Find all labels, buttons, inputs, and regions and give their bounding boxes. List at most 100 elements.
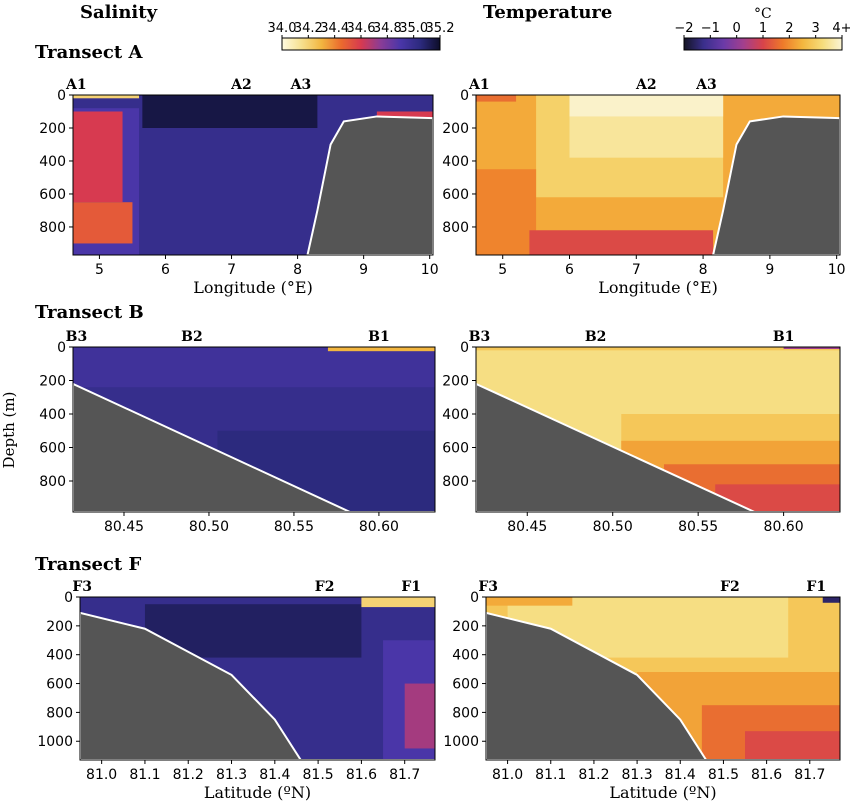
- x-tick-label: 80.55: [678, 519, 718, 535]
- y-tick-label: 400: [452, 648, 479, 664]
- panel-transect-a-temperature: 0 200 400 600 800 5 6 7 8 9 10 Longitude (°E) A1 A2 A3: [442, 77, 845, 297]
- heatmap-cell: [476, 95, 517, 102]
- y-tick-label: 600: [442, 441, 469, 457]
- y-tick-label: 0: [460, 340, 469, 356]
- colorbar-tick-label: 0: [733, 21, 741, 36]
- station-label: A1: [65, 77, 87, 93]
- y-tick-label: 200: [452, 619, 479, 635]
- station-label: B3: [66, 329, 88, 345]
- colorbar-tick-label: 34.8: [373, 21, 402, 36]
- y-tick-label: 0: [57, 340, 66, 356]
- heatmap-cell: [486, 597, 573, 606]
- x-tick-label: 80.60: [359, 519, 399, 535]
- salinity-title: Salinity: [80, 2, 158, 23]
- y-tick-label: 800: [46, 705, 73, 721]
- panel-transect-f-salinity: 0 200 400 600 800 1000 81.0 81.1 81.2 81.3 81.4 81.…: [37, 579, 436, 802]
- plot-frame: [475, 346, 841, 513]
- x-tick-label: 10: [421, 262, 439, 278]
- heatmap-cell: [783, 347, 840, 350]
- y-tick-label: 600: [442, 187, 469, 203]
- x-tick-label: 81.1: [129, 767, 160, 783]
- colorbar-gradient: [281, 37, 441, 51]
- station-label: A3: [290, 77, 312, 93]
- x-tick-label: 9: [359, 262, 368, 278]
- x-tick-label: 81.3: [216, 767, 247, 783]
- station-label: F2: [720, 579, 740, 595]
- station-label: A3: [695, 77, 717, 93]
- heatmap-area: [73, 95, 433, 255]
- colorbar-tick-label: 35.2: [426, 21, 455, 36]
- station-label: A1: [468, 77, 490, 93]
- panel-transect-a-salinity: 0 200 400 600 800 5 6 7 8 9 10 Longitude (°E) A1 A2 A3: [39, 77, 438, 297]
- station-label: F3: [72, 579, 92, 595]
- colorbar-tick-label: −1: [701, 21, 720, 36]
- y-tick-label: 400: [46, 648, 73, 664]
- plot-frame: [72, 346, 436, 513]
- x-tick-label: 81.1: [535, 767, 566, 783]
- temperature-colorbar: −2 −1 0 1 2 3 4+: [674, 21, 850, 51]
- colorbar-tick-label: −2: [674, 21, 693, 36]
- y-tick-label: 800: [442, 474, 469, 490]
- x-tick-label: 81.4: [259, 767, 290, 783]
- y-tick-label: 600: [46, 677, 73, 693]
- x-tick-label: 81.0: [492, 767, 523, 783]
- colorbar-tick-label: 3: [812, 21, 820, 36]
- x-tick-label: 6: [161, 262, 170, 278]
- heatmap-cell: [73, 202, 133, 244]
- y-tick-label: 0: [470, 590, 479, 606]
- y-tick-label: 200: [442, 121, 469, 137]
- transect-a-title: Transect A: [35, 42, 143, 63]
- heatmap-cell: [476, 169, 537, 255]
- y-tick-label: 0: [64, 590, 73, 606]
- x-tick-label: 81.0: [86, 767, 117, 783]
- x-tick-label: 80.60: [764, 519, 804, 535]
- depth-axis-title: Depth (m): [0, 392, 18, 469]
- x-tick-label: 10: [828, 262, 846, 278]
- y-tick-label: 600: [39, 187, 66, 203]
- colorbar-tick-label: 34.2: [294, 21, 323, 36]
- colorbar-tick-label: 2: [785, 21, 793, 36]
- heatmap-cell: [476, 347, 840, 351]
- heatmap-cell: [745, 731, 840, 760]
- y-tick-label: 200: [46, 619, 73, 635]
- seabed: [476, 382, 840, 512]
- colorbar-gradient: [683, 37, 843, 51]
- heatmap-cell: [142, 95, 318, 128]
- transect-f-title: Transect F: [35, 554, 141, 575]
- station-label: B3: [469, 329, 491, 345]
- station-label: F1: [401, 579, 421, 595]
- station-label: F3: [478, 579, 498, 595]
- plot-frame: [72, 94, 434, 256]
- y-tick-label: 800: [39, 474, 66, 490]
- heatmap-area: [476, 95, 840, 255]
- heatmap-cell: [327, 347, 435, 352]
- y-tick-label: 800: [452, 705, 479, 721]
- colorbar-tick-label: 34.6: [347, 21, 376, 36]
- x-tick-label: 80.45: [104, 519, 144, 535]
- heatmap-cell: [73, 111, 123, 203]
- colorbar-tick-label: 1: [759, 21, 767, 36]
- x-axis-label: Latitude (ºN): [609, 783, 716, 802]
- x-tick-label: 80.55: [274, 519, 314, 535]
- x-tick-label: 81.7: [794, 767, 825, 783]
- colorbar-tick-label: 35.0: [399, 21, 428, 36]
- colorbar-tick-label: 4+: [832, 21, 850, 36]
- heatmap-cell: [73, 347, 435, 388]
- x-tick-label: 81.3: [622, 767, 653, 783]
- station-label: F2: [315, 579, 335, 595]
- heatmap-area: [80, 597, 435, 760]
- x-tick-label: 5: [498, 262, 507, 278]
- seabed: [486, 611, 840, 760]
- x-tick-label: 81.2: [578, 767, 609, 783]
- x-tick-label: 81.5: [303, 767, 334, 783]
- x-tick-label: 6: [565, 262, 574, 278]
- plot-frame: [79, 596, 436, 761]
- x-tick-label: 5: [95, 262, 104, 278]
- x-tick-label: 7: [227, 262, 236, 278]
- y-tick-label: 800: [39, 220, 66, 236]
- y-tick-label: 600: [39, 441, 66, 457]
- heatmap-cell: [73, 95, 140, 99]
- panel-transect-f-temperature: 0 200 400 600 800 1000 81.0 81.1 81.2 81.3 81.4 81.…: [443, 579, 841, 802]
- station-label: B2: [181, 329, 203, 345]
- y-tick-label: 400: [39, 154, 66, 170]
